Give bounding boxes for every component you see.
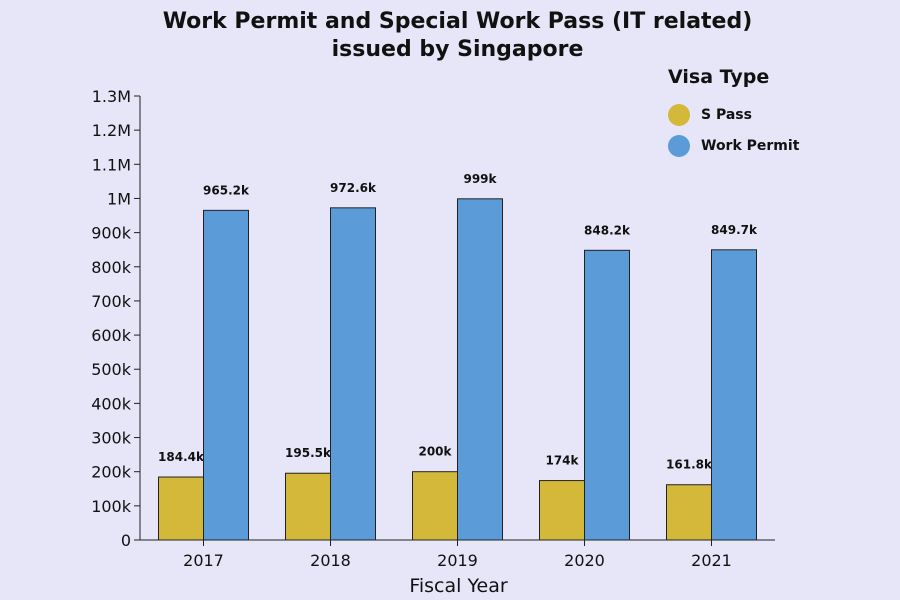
data-label-s-pass: 161.8k <box>666 458 713 472</box>
legend-item-work-permit: Work Permit <box>668 135 799 157</box>
x-axis-label: Fiscal Year <box>409 575 508 597</box>
y-tick-label: 300k <box>91 429 132 448</box>
bar-work-permit <box>203 209 249 541</box>
legend-item-s-pass: S Pass <box>668 104 752 126</box>
bar-s-pass <box>158 476 204 541</box>
x-tick-label: 2021 <box>691 551 732 570</box>
legend-swatch-work-permit <box>668 135 690 157</box>
y-tick-label: 500k <box>91 360 132 379</box>
bar-s-pass <box>666 484 712 541</box>
data-label-work-permit: 965.2k <box>203 183 250 197</box>
data-label-work-permit: 972.6k <box>330 181 377 195</box>
y-tick-label: 100k <box>91 497 132 516</box>
bar-work-permit <box>584 249 630 541</box>
y-tick-label: 1M <box>107 189 131 208</box>
y-tick-label: 0 <box>121 531 131 550</box>
x-tick-label: 2019 <box>437 551 478 570</box>
y-tick-label: 800k <box>91 258 132 277</box>
data-label-work-permit: 999k <box>463 172 497 186</box>
y-tick-label: 700k <box>91 292 132 311</box>
legend-label-s-pass: S Pass <box>701 107 752 123</box>
legend-swatch-s-pass <box>668 104 690 126</box>
y-tick-label: 600k <box>91 326 132 345</box>
bar-work-permit <box>711 249 757 541</box>
y-tick-label: 1.2M <box>92 121 131 140</box>
data-label-s-pass: 174k <box>545 454 579 468</box>
y-tick-label: 1.1M <box>92 155 131 174</box>
x-tick-label: 2018 <box>310 551 351 570</box>
y-tick-label: 400k <box>91 394 132 413</box>
bar-s-pass <box>412 471 458 541</box>
data-label-s-pass: 195.5k <box>285 446 332 460</box>
data-label-work-permit: 848.2k <box>584 223 631 237</box>
legend-label-work-permit: Work Permit <box>701 138 800 154</box>
bar-s-pass <box>539 480 585 541</box>
x-tick-label: 2017 <box>183 551 224 570</box>
y-tick-label: 900k <box>91 224 132 243</box>
chart-title-line-2: issued by Singapore <box>331 37 584 62</box>
bar-s-pass <box>285 472 331 541</box>
chart-title: Work Permit and Special Work Pass (IT re… <box>0 8 900 64</box>
bar-work-permit <box>330 207 376 541</box>
x-tick-label: 2020 <box>564 551 605 570</box>
chart-title-line-1: Work Permit and Special Work Pass (IT re… <box>162 9 753 34</box>
legend-title: Visa Type <box>668 66 770 88</box>
y-tick-label: 1.3M <box>92 87 131 106</box>
data-label-s-pass: 200k <box>418 445 452 459</box>
bar-work-permit <box>457 198 503 541</box>
y-tick-label: 200k <box>91 463 132 482</box>
data-label-work-permit: 849.7k <box>711 223 758 237</box>
data-label-s-pass: 184.4k <box>158 450 205 464</box>
